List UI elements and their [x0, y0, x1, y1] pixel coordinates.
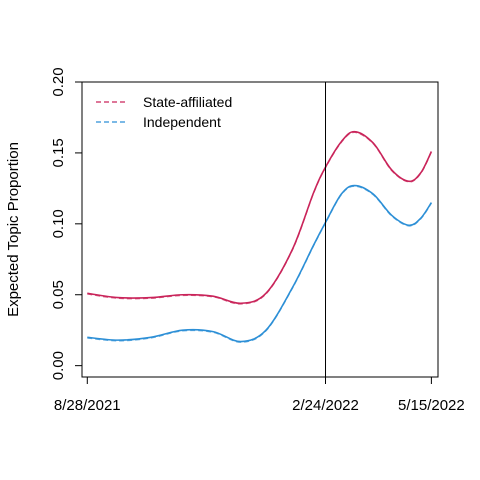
series-line-state-affiliated — [87, 130, 433, 305]
series-line-independent — [87, 184, 433, 343]
series-lines — [87, 130, 433, 343]
y-axis-label: Expected Topic Proportion — [5, 142, 22, 317]
y-tick-label: 0.10 — [50, 209, 67, 238]
x-axis: 8/28/2021 2/24/2022 5/15/2022 — [54, 377, 465, 414]
legend-label: State-affiliated — [143, 94, 232, 110]
x-tick-label: 8/28/2021 — [54, 397, 121, 414]
y-tick-label: 0.05 — [50, 280, 67, 309]
series-line-dashed-state-affiliated — [87, 131, 432, 305]
y-tick-label: 0.00 — [50, 351, 67, 380]
plot-frame — [81, 81, 439, 378]
y-axis: 0.00 0.05 0.10 0.15 0.20 — [50, 67, 82, 380]
legend-label: Independent — [143, 114, 221, 130]
x-tick-label: 5/15/2022 — [398, 397, 465, 414]
x-tick-label: 2/24/2022 — [292, 397, 359, 414]
legend: State-affiliated Independent — [96, 94, 232, 130]
y-tick-label: 0.20 — [50, 67, 67, 96]
series-line-dashed-independent — [87, 185, 432, 343]
y-tick-label: 0.15 — [50, 138, 67, 167]
